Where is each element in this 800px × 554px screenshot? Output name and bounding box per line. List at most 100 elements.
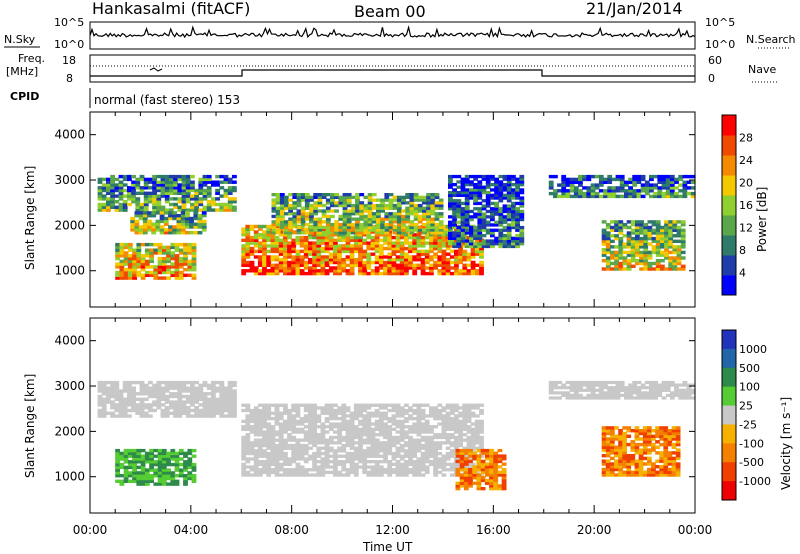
echo-cell bbox=[131, 400, 136, 404]
echo-cell bbox=[614, 234, 619, 238]
echo-cell bbox=[384, 223, 390, 227]
freq-trace-glitch bbox=[149, 67, 163, 72]
echo-cell bbox=[118, 406, 124, 410]
echo-cell bbox=[198, 188, 204, 193]
echo-cell bbox=[493, 478, 499, 483]
echo-cell bbox=[127, 465, 133, 470]
echo-cell bbox=[452, 193, 457, 197]
echo-cell bbox=[274, 235, 280, 240]
echo-cell bbox=[295, 451, 301, 456]
echo-cell bbox=[610, 456, 615, 461]
echo-cell bbox=[424, 271, 430, 276]
echo-cell bbox=[317, 217, 323, 221]
echo-cell bbox=[160, 414, 166, 418]
echo-cell bbox=[241, 260, 247, 265]
echo-cell bbox=[253, 417, 259, 421]
echo-cell bbox=[363, 195, 369, 199]
echo-cell bbox=[136, 251, 142, 255]
echo-cell bbox=[127, 454, 133, 458]
echo-cell bbox=[283, 246, 288, 251]
echo-cell bbox=[643, 267, 649, 271]
echo-cell bbox=[153, 468, 159, 472]
echo-cell bbox=[391, 408, 397, 413]
echo-cell bbox=[333, 425, 338, 429]
echo-cell bbox=[353, 465, 359, 469]
echo-cell bbox=[194, 411, 199, 415]
echo-cell bbox=[370, 427, 376, 431]
echo-cell bbox=[477, 183, 483, 187]
echo-cell bbox=[241, 252, 247, 256]
echo-cell bbox=[101, 383, 107, 388]
echo-cell bbox=[257, 430, 263, 434]
echo-cell bbox=[110, 191, 115, 195]
echo-cell bbox=[330, 201, 335, 205]
echo-cell bbox=[358, 451, 363, 456]
echo-cell bbox=[270, 425, 276, 429]
echo-cell bbox=[426, 206, 431, 210]
echo-cell bbox=[245, 451, 251, 456]
echo-cell bbox=[448, 242, 453, 246]
echo-cell bbox=[399, 433, 405, 437]
echo-cell bbox=[424, 468, 430, 472]
echo-cell bbox=[387, 425, 393, 429]
echo-cell bbox=[241, 258, 247, 262]
echo-cell bbox=[342, 193, 348, 197]
echo-cell bbox=[515, 180, 520, 184]
echo-cell bbox=[177, 197, 183, 201]
echo-cell bbox=[132, 259, 137, 264]
echo-cell bbox=[370, 411, 376, 415]
echo-cell bbox=[135, 208, 141, 212]
echo-cell bbox=[262, 451, 267, 456]
echo-cell bbox=[420, 473, 426, 477]
echo-cell bbox=[657, 189, 663, 193]
echo-cell bbox=[437, 238, 443, 242]
echo-cell bbox=[161, 270, 167, 275]
echo-cell bbox=[622, 256, 628, 260]
echo-cell bbox=[312, 460, 317, 464]
echo-cell bbox=[321, 195, 327, 199]
echo-cell bbox=[479, 427, 484, 431]
echo-cell bbox=[657, 180, 663, 184]
echo-cell bbox=[452, 223, 457, 227]
echo-cell bbox=[424, 438, 430, 442]
echo-cell bbox=[355, 195, 360, 199]
echo-cell bbox=[374, 230, 380, 234]
echo-cell bbox=[378, 473, 384, 477]
echo-cell bbox=[156, 183, 162, 187]
echo-cell bbox=[668, 228, 674, 232]
echo-cell bbox=[399, 244, 405, 248]
echo-cell bbox=[404, 258, 409, 262]
echo-cell bbox=[441, 462, 447, 466]
echo-cell bbox=[185, 200, 191, 204]
echo-cell bbox=[408, 249, 413, 254]
echo-cell bbox=[367, 217, 373, 221]
echo-cell bbox=[283, 427, 288, 431]
echo-cell bbox=[337, 271, 342, 276]
echo-cell bbox=[502, 183, 508, 187]
echo-cell bbox=[299, 454, 305, 458]
echo-cell bbox=[257, 258, 263, 262]
echo-cell bbox=[405, 209, 411, 213]
echo-cell bbox=[392, 195, 398, 199]
echo-cell bbox=[494, 180, 499, 184]
echo-cell bbox=[97, 386, 103, 390]
echo-cell bbox=[114, 177, 120, 182]
echo-cell bbox=[349, 457, 355, 461]
echo-cell bbox=[409, 228, 415, 232]
echo-cell bbox=[493, 465, 499, 469]
echo-cell bbox=[287, 425, 292, 429]
echo-cell bbox=[295, 263, 301, 267]
echo-cell bbox=[374, 408, 380, 413]
echo-cell bbox=[371, 217, 377, 221]
echo-cell bbox=[399, 419, 405, 423]
echo-cell bbox=[110, 392, 115, 396]
echo-cell bbox=[651, 462, 656, 466]
echo-cell bbox=[245, 441, 251, 445]
echo-cell bbox=[433, 441, 438, 445]
echo-cell bbox=[341, 235, 347, 240]
echo-cell bbox=[312, 266, 317, 270]
echo-cell bbox=[219, 389, 225, 393]
echo-cell bbox=[144, 242, 150, 247]
echo-cell bbox=[511, 193, 516, 197]
echo-cell bbox=[324, 417, 330, 421]
